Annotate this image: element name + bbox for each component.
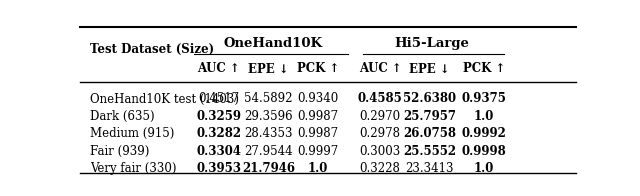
Text: 0.4585: 0.4585 — [358, 93, 403, 105]
Text: 0.3953: 0.3953 — [196, 162, 241, 175]
Text: 25.5552: 25.5552 — [403, 144, 456, 158]
Text: 0.9375: 0.9375 — [462, 93, 507, 105]
Text: 0.9998: 0.9998 — [462, 144, 507, 158]
Text: 0.2970: 0.2970 — [360, 110, 401, 123]
Text: 21.7946: 21.7946 — [242, 162, 295, 175]
Text: 0.9987: 0.9987 — [298, 110, 339, 123]
Text: 27.9544: 27.9544 — [244, 144, 292, 158]
Text: 0.3282: 0.3282 — [196, 127, 241, 140]
Text: 0.9992: 0.9992 — [462, 127, 507, 140]
Text: 0.3259: 0.3259 — [196, 110, 241, 123]
Text: PCK ↑: PCK ↑ — [463, 62, 506, 75]
Text: 0.9997: 0.9997 — [298, 144, 339, 158]
Text: Fair (939): Fair (939) — [90, 144, 149, 158]
Text: 1.0: 1.0 — [474, 110, 495, 123]
Text: Test Dataset (Size): Test Dataset (Size) — [90, 44, 214, 56]
Text: 26.0758: 26.0758 — [403, 127, 456, 140]
Text: OneHand10K test (1403): OneHand10K test (1403) — [90, 93, 239, 105]
Text: 54.5892: 54.5892 — [244, 93, 292, 105]
Text: 28.4353: 28.4353 — [244, 127, 292, 140]
Text: EPE ↓: EPE ↓ — [248, 62, 289, 75]
Text: 0.3003: 0.3003 — [360, 144, 401, 158]
Text: 0.3228: 0.3228 — [360, 162, 401, 175]
Text: 0.3304: 0.3304 — [196, 144, 241, 158]
Text: OneHand10K: OneHand10K — [224, 37, 323, 50]
Text: 1.0: 1.0 — [308, 162, 328, 175]
Text: 23.3413: 23.3413 — [405, 162, 454, 175]
Text: Dark (635): Dark (635) — [90, 110, 154, 123]
Text: 1.0: 1.0 — [474, 162, 495, 175]
Text: Very fair (330): Very fair (330) — [90, 162, 177, 175]
Text: AUC ↑: AUC ↑ — [198, 62, 240, 75]
Text: Hi5-Large: Hi5-Large — [395, 37, 470, 50]
Text: 25.7957: 25.7957 — [403, 110, 456, 123]
Text: 52.6380: 52.6380 — [403, 93, 456, 105]
Text: EPE ↓: EPE ↓ — [410, 62, 450, 75]
Text: Medium (915): Medium (915) — [90, 127, 174, 140]
Text: AUC ↑: AUC ↑ — [358, 62, 401, 75]
Text: 0.2978: 0.2978 — [360, 127, 401, 140]
Text: 0.9987: 0.9987 — [298, 127, 339, 140]
Text: PCK ↑: PCK ↑ — [297, 62, 339, 75]
Text: 29.3596: 29.3596 — [244, 110, 292, 123]
Text: 0.9340: 0.9340 — [298, 93, 339, 105]
Text: 0.4517: 0.4517 — [198, 93, 239, 105]
